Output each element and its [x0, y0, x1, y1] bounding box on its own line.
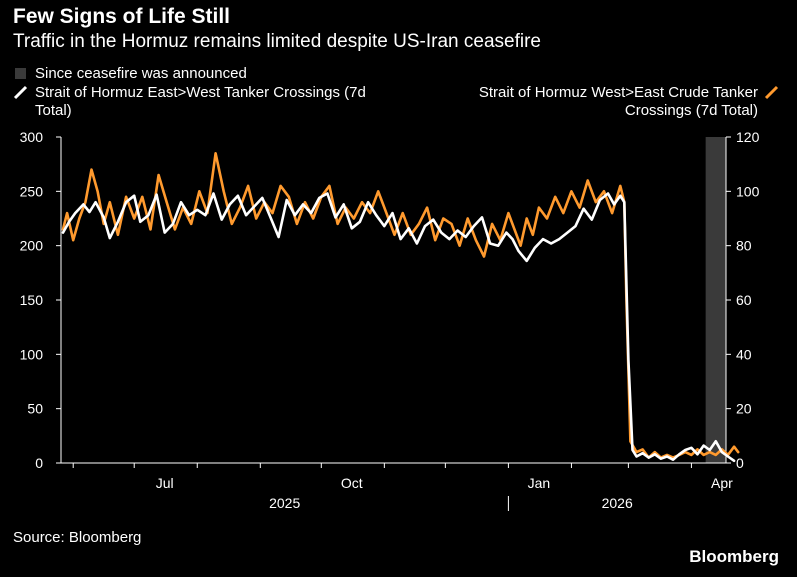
y-right-tick-label: 80 [736, 238, 752, 254]
legend-white-label: Strait of Hormuz East>West Tanker Crossi… [35, 84, 366, 119]
y-right-tick-label: 0 [736, 455, 744, 471]
y-right-tick-label: 120 [736, 129, 760, 145]
y-right-tick-label: 100 [736, 183, 760, 199]
legend-shade-label: Since ceasefire was announced [35, 65, 247, 82]
legend-shade-swatch [15, 68, 26, 79]
legend-white-line-icon [13, 85, 28, 100]
y-left-tick-label: 0 [35, 455, 43, 471]
legend-orange-label: Strait of Hormuz West>East Crude Tanker … [478, 84, 758, 119]
ceasefire-shaded-region [705, 137, 726, 463]
legend-orange-line-icon [764, 85, 779, 100]
x-tick-label: Jul [156, 475, 174, 491]
x-tick-label: Jan [528, 475, 551, 491]
year-label: 2026 [602, 495, 633, 511]
brand-logo: Bloomberg [689, 547, 779, 566]
y-left-tick-label: 50 [27, 401, 43, 417]
y-right-tick-label: 20 [736, 401, 752, 417]
y-left-tick-label: 250 [20, 183, 44, 199]
year-label: 2025 [269, 495, 300, 511]
chart-subtitle: Traffic in the Hormuz remains limited de… [13, 31, 541, 52]
y-left-tick-label: 200 [20, 238, 44, 254]
y-left-tick-label: 150 [20, 292, 44, 308]
y-left-tick-label: 100 [20, 346, 44, 362]
source-note: Source: Bloomberg [13, 529, 142, 546]
x-tick-label: Oct [341, 475, 363, 491]
y-left-tick-label: 300 [20, 129, 44, 145]
y-right-tick-label: 40 [736, 346, 752, 362]
series-line-east-west [61, 192, 736, 463]
x-tick-label: Apr [711, 475, 733, 491]
series-line-west-east [61, 152, 740, 459]
y-right-tick-label: 60 [736, 292, 752, 308]
chart-title: Few Signs of Life Still [13, 5, 231, 28]
